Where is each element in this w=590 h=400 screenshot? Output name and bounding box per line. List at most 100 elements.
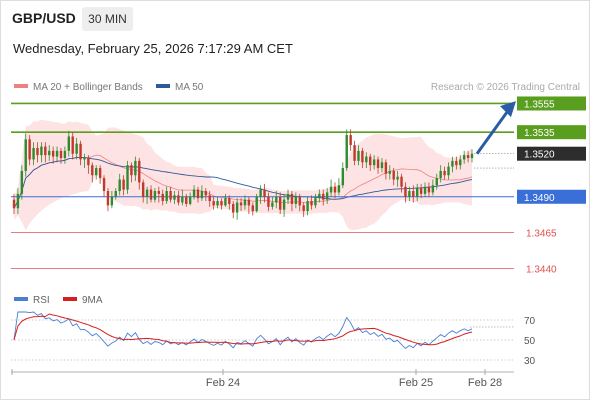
candle-body (314, 198, 317, 206)
candle-body (282, 199, 286, 210)
candle-body (376, 159, 380, 169)
candle-body (44, 146, 47, 156)
support-label: 1.3440 (526, 265, 557, 276)
candle-body (388, 170, 391, 174)
candle-body (310, 201, 313, 206)
candle-body (337, 185, 341, 193)
candle-body (318, 193, 321, 199)
candle-body (157, 191, 161, 194)
candle-body (75, 143, 78, 154)
timeframe-badge[interactable]: 30 MIN (82, 7, 133, 31)
candle-body (134, 160, 137, 176)
candle-body (235, 202, 239, 213)
candle-body (145, 189, 149, 197)
candle-body (423, 186, 427, 194)
candle-body (228, 198, 231, 204)
candle-body (212, 201, 215, 206)
candle-body (110, 196, 114, 206)
candle-body (275, 196, 278, 203)
candle-body (443, 170, 446, 176)
candle-body (427, 186, 431, 193)
candle-body (153, 191, 157, 200)
candle-body (345, 135, 348, 169)
ma9-legend-label: 9MA (82, 295, 103, 306)
candle-body (196, 189, 200, 199)
rsi-legend-label: RSI (33, 295, 50, 306)
candle-body (286, 193, 290, 200)
candle-body (396, 176, 399, 180)
candle-body (255, 196, 258, 212)
candle-body (106, 191, 110, 206)
candle-body (431, 185, 435, 193)
candle-body (251, 205, 254, 212)
resistance-label: 1.3555 (524, 99, 555, 110)
candle-body (408, 191, 411, 197)
candle-body (322, 193, 325, 200)
legend-label: MA 50 (175, 82, 204, 93)
candle-body (239, 202, 243, 206)
pivot-label-box (517, 189, 586, 204)
candle-body (91, 165, 94, 176)
candle-body (71, 136, 74, 154)
candle-body (48, 150, 51, 156)
candle-body (200, 191, 204, 199)
candle-body (294, 196, 298, 204)
candle-body (20, 170, 24, 194)
ma20-line (13, 154, 473, 209)
candle-body (208, 195, 211, 202)
resistance-label: 1.3535 (524, 128, 555, 139)
candle-body (470, 153, 474, 159)
candle-body (40, 146, 43, 156)
candle-body (298, 196, 301, 206)
legend-swatch-2 (156, 84, 170, 88)
candle-body (392, 170, 395, 180)
candle-body (415, 188, 419, 197)
x-tick-label: Feb 24 (206, 377, 240, 389)
x-tick-label: Feb 28 (468, 377, 502, 389)
candle-body (102, 178, 106, 192)
candle-body (459, 159, 462, 166)
candle-body (455, 160, 458, 166)
candle-body (220, 201, 223, 206)
candle-body (357, 150, 360, 161)
candle-body (419, 188, 423, 194)
candle-body (204, 191, 208, 196)
candle-body (16, 193, 20, 209)
candle-body (290, 193, 294, 204)
candle-body (28, 139, 31, 160)
candle-body (365, 156, 368, 163)
candle-body (24, 139, 27, 171)
candle-body (278, 196, 282, 210)
candle-body (462, 155, 466, 160)
candle-body (341, 168, 345, 186)
price-label-box (517, 146, 586, 161)
legend-label: MA 20 + Bollinger Bands (33, 82, 143, 93)
candle-body (447, 166, 450, 176)
resistance-label-box (517, 96, 586, 111)
legend-swatch-1 (14, 84, 28, 88)
support-label: 1.3465 (526, 229, 557, 240)
candle-body (122, 179, 125, 190)
price-label: 1.3520 (524, 150, 555, 161)
candle-body (161, 193, 164, 202)
candle-body (126, 165, 129, 190)
ma50-line (13, 157, 473, 209)
candle-body (349, 135, 352, 146)
candle-body (439, 170, 442, 179)
candle-body (188, 196, 192, 204)
rsi-ma-line (13, 313, 473, 346)
candle-body (325, 192, 329, 200)
candle-body (181, 196, 184, 203)
candle-body (400, 176, 403, 187)
candle-body (55, 150, 59, 157)
candle-body (384, 162, 388, 174)
candle-body (369, 156, 372, 166)
candle-body (466, 155, 470, 159)
candle-body (333, 186, 337, 193)
rsi-tick-label: 30 (524, 356, 536, 367)
resistance-label-box (517, 125, 586, 140)
candle-body (130, 165, 133, 176)
candle-body (51, 150, 55, 157)
candle-body (177, 195, 180, 203)
candle-body (98, 168, 102, 179)
